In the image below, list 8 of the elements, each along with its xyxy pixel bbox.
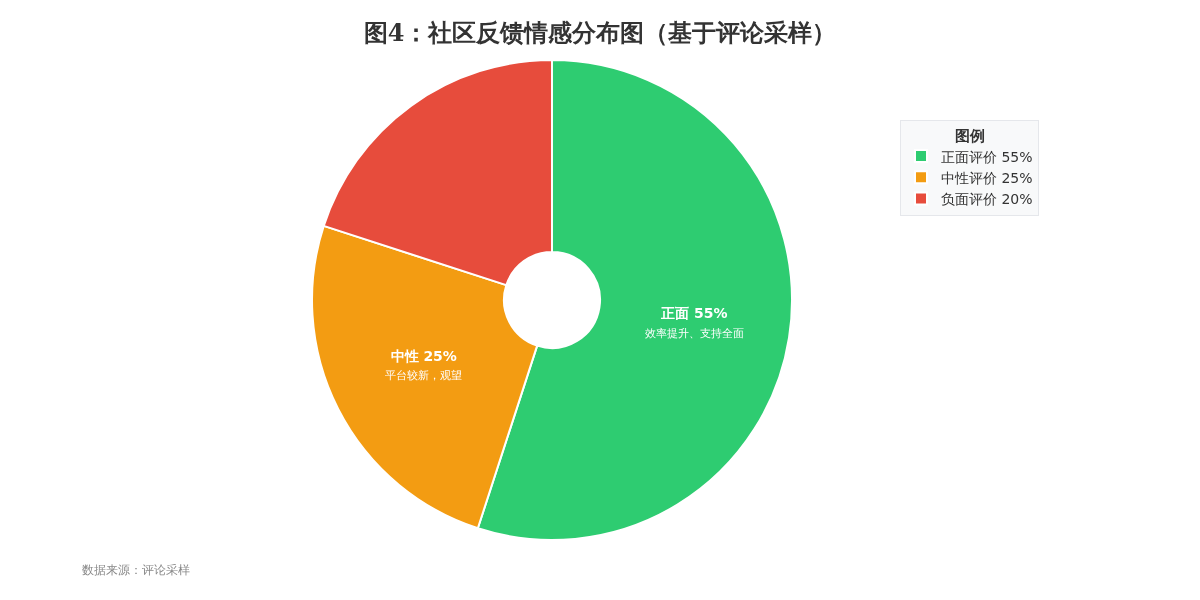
- legend-label: 正面评价 55%: [941, 148, 1033, 165]
- legend-label: 负面评价 20%: [941, 190, 1033, 207]
- data-label: 中性 25% 平台较新，观望: [385, 348, 463, 383]
- source-note: 数据来源：评论采样: [82, 563, 190, 577]
- legend-label: 中性评价 25%: [941, 169, 1033, 186]
- chart-title: 图4：社区反馈情感分布图（基于评论采样）: [363, 17, 837, 47]
- legend-title: 图例: [954, 126, 985, 145]
- data-label: 正面 55% 效率提升、支持全面: [644, 305, 744, 340]
